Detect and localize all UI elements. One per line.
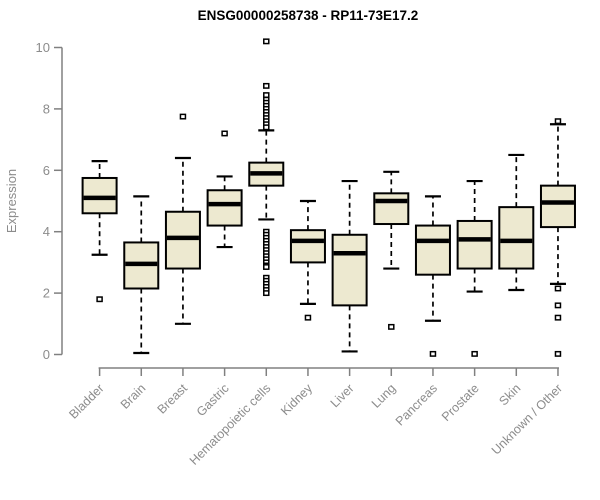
x-category-label: Unknown / Other: [489, 381, 565, 457]
box-skin: [498, 206, 535, 270]
outlier-kidney: [304, 314, 312, 321]
plot-layer: 0 2 4 6 8 10 Bladder Brain Breast GastricHematopo…: [36, 38, 576, 468]
outlier-hematopoietic-cells: [263, 124, 270, 131]
box-breast: [164, 210, 201, 270]
outlier-unknown-other: [554, 350, 562, 357]
chart-title: ENSG00000258738 - RP11-73E17.2: [198, 8, 419, 23]
x-category-label: Brain: [118, 381, 149, 412]
x-category-label: Gastric: [194, 381, 232, 419]
box-bladder: [81, 176, 118, 215]
x-category-label: Bladder: [66, 381, 106, 421]
outlier-unknown-other: [554, 314, 562, 321]
outlier-gastric: [221, 130, 228, 137]
y-tick-label: 2: [43, 286, 50, 301]
y-tick-label: 6: [43, 163, 50, 178]
outlier-hematopoietic-cells: [263, 38, 270, 45]
outlier-breast: [179, 113, 187, 120]
outlier-unknown-other: [554, 118, 562, 125]
outlier-bladder: [96, 296, 103, 303]
outlier-hematopoietic-cells: [263, 82, 270, 89]
box-liver: [331, 233, 368, 307]
box-kidney: [289, 229, 326, 264]
outlier-hematopoietic-cells: [263, 92, 270, 99]
outlier-unknown-other: [554, 285, 562, 292]
outlier-lung: [388, 323, 395, 330]
outlier-prostate: [471, 350, 478, 357]
x-category-label: Lung: [369, 381, 399, 411]
x-category-label: Skin: [496, 381, 523, 408]
x-category-label: Pancreas: [393, 381, 440, 428]
box-gastric: [206, 189, 243, 227]
y-tick-label: 10: [36, 40, 50, 55]
outlier-hematopoietic-cells: [263, 264, 270, 270]
y-tick-label: 0: [43, 347, 50, 362]
x-category-label: Kidney: [278, 381, 315, 418]
x-category-label: Liver: [328, 381, 357, 410]
outlier-hematopoietic-cells: [263, 290, 270, 297]
x-category-label: Breast: [155, 381, 191, 417]
box-pancreas: [414, 224, 451, 276]
x-category-label: Prostate: [439, 381, 482, 424]
box-prostate: [456, 219, 493, 270]
y-tick-label: 4: [43, 224, 50, 239]
x-category-label: Hematopoietic cells: [187, 381, 274, 468]
outlier-pancreas: [429, 350, 437, 357]
outlier-unknown-other: [554, 302, 562, 309]
box-lung: [373, 192, 410, 226]
y-tick-label: 8: [43, 101, 50, 116]
box-unknown-other: [539, 184, 576, 229]
y-axis-label: Expression: [4, 169, 19, 233]
